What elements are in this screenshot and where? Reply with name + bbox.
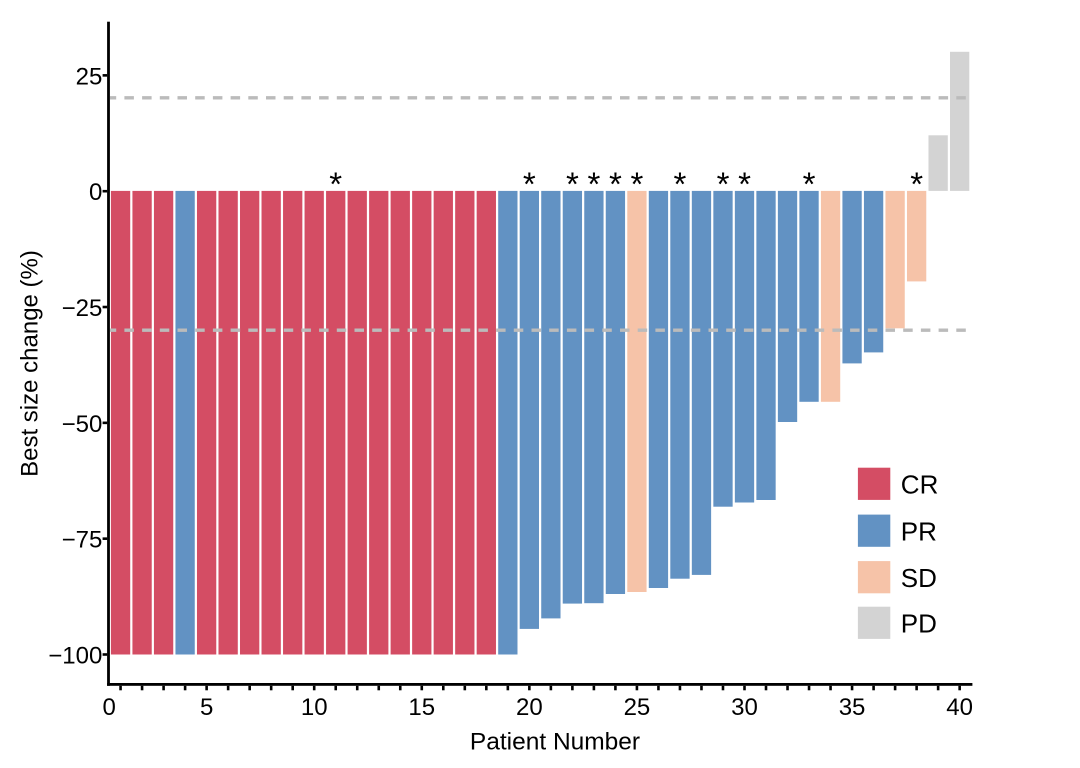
svg-text:Best size change (%): Best size change (%)	[16, 250, 43, 477]
svg-text:SD: SD	[901, 563, 937, 593]
svg-text:*: *	[587, 166, 600, 203]
svg-text:*: *	[329, 166, 342, 203]
svg-text:25: 25	[624, 694, 651, 721]
svg-text:*: *	[630, 166, 643, 203]
svg-text:25: 25	[76, 63, 103, 90]
svg-text:35: 35	[839, 694, 866, 721]
svg-text:−25: −25	[62, 295, 103, 322]
svg-text:*: *	[910, 166, 923, 203]
svg-text:0: 0	[89, 179, 102, 206]
svg-text:40: 40	[946, 694, 973, 721]
svg-text:*: *	[523, 166, 536, 203]
svg-text:PD: PD	[901, 608, 937, 638]
svg-text:−50: −50	[62, 411, 103, 438]
svg-text:−100: −100	[48, 643, 102, 670]
svg-text:*: *	[717, 166, 730, 203]
svg-text:CR: CR	[901, 469, 939, 499]
svg-text:5: 5	[200, 694, 213, 721]
svg-text:30: 30	[731, 694, 758, 721]
svg-text:*: *	[609, 166, 622, 203]
svg-text:*: *	[566, 166, 579, 203]
svg-text:PR: PR	[901, 516, 937, 546]
svg-text:*: *	[738, 166, 751, 203]
svg-text:−75: −75	[62, 527, 103, 554]
svg-text:20: 20	[516, 694, 543, 721]
svg-text:10: 10	[301, 694, 328, 721]
svg-text:15: 15	[408, 694, 435, 721]
svg-text:*: *	[803, 166, 816, 203]
svg-text:*: *	[674, 166, 687, 203]
svg-text:0: 0	[103, 694, 116, 721]
svg-text:Patient Number: Patient Number	[470, 728, 640, 755]
